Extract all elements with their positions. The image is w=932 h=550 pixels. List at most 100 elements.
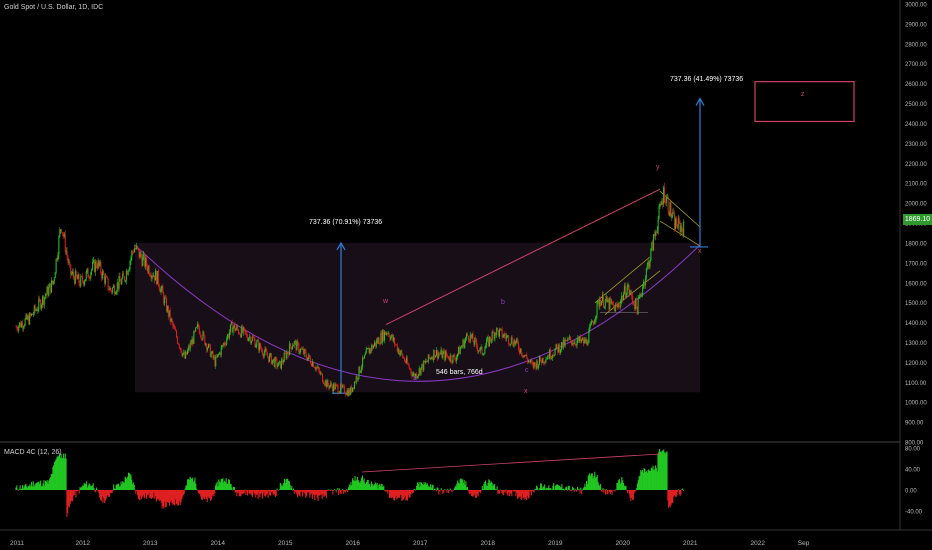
- macd-bar: [25, 483, 27, 490]
- price-tick-label: 1700.00: [905, 261, 927, 267]
- candle-body: [170, 318, 172, 322]
- candle-body: [427, 354, 429, 362]
- macd-bar: [668, 490, 670, 509]
- candle-body: [242, 327, 244, 333]
- candle-body: [552, 354, 554, 356]
- macd-bar: [318, 490, 320, 496]
- candle: [596, 301, 598, 319]
- candle-body: [364, 353, 366, 356]
- time-tick-label: 2015: [278, 540, 293, 547]
- candle: [289, 340, 291, 356]
- macd-bar: [536, 486, 538, 490]
- macd-bar: [485, 485, 487, 490]
- candle: [666, 193, 668, 199]
- macd-bar: [72, 490, 74, 502]
- macd-bar: [641, 470, 643, 490]
- macd-bar: [361, 477, 363, 490]
- macd-bar: [190, 478, 192, 490]
- price-tick-label: 1100.00: [905, 381, 927, 387]
- candle: [179, 347, 181, 351]
- macd-bar: [441, 490, 443, 491]
- candle-body: [467, 336, 469, 340]
- macd-bar: [239, 490, 241, 497]
- macd-bar: [349, 485, 351, 490]
- candle-body: [336, 384, 338, 386]
- macd-bar: [267, 490, 269, 498]
- candle: [623, 291, 624, 301]
- candle: [207, 346, 209, 353]
- candle-body: [417, 374, 419, 377]
- candle-body: [560, 342, 562, 350]
- macd-bar: [676, 490, 678, 496]
- macd-bar: [573, 490, 575, 492]
- candle: [654, 229, 656, 241]
- candle: [503, 333, 505, 338]
- candle: [264, 346, 266, 356]
- candle: [511, 335, 513, 345]
- macd-bar: [101, 490, 103, 497]
- candle: [539, 356, 541, 362]
- candle: [200, 334, 202, 341]
- macd-bar: [655, 467, 657, 490]
- macd-bar: [168, 490, 171, 506]
- macd-bar: [524, 490, 526, 498]
- candle: [677, 214, 679, 231]
- macd-bar: [182, 490, 185, 495]
- candle-body: [17, 329, 19, 331]
- candle: [456, 354, 458, 364]
- candle: [43, 297, 45, 309]
- time-tick-label: 2017: [413, 540, 428, 547]
- candle: [33, 304, 35, 316]
- candle-body: [674, 218, 676, 230]
- macd-bar: [160, 490, 162, 503]
- macd-bar: [468, 490, 470, 494]
- macd-bar: [313, 490, 315, 495]
- macd-bar: [189, 476, 191, 490]
- candle-body: [80, 276, 82, 287]
- candle: [378, 336, 380, 345]
- candle-body: [228, 332, 230, 338]
- candle: [328, 383, 330, 391]
- macd-bar: [315, 490, 318, 495]
- candle: [612, 301, 614, 306]
- candle: [146, 263, 148, 274]
- macd-bar: [201, 490, 203, 500]
- candle: [22, 325, 24, 332]
- macd-bar: [622, 483, 625, 490]
- candle: [267, 352, 269, 359]
- macd-bar: [494, 484, 496, 490]
- macd-bar: [526, 490, 528, 496]
- candle-body: [304, 349, 306, 352]
- candle-body: [150, 275, 152, 279]
- macd-bar: [106, 490, 108, 496]
- price-tick-label: 2700.00: [905, 62, 927, 68]
- candle-body: [463, 340, 465, 348]
- macd-bar: [600, 490, 602, 491]
- candle: [353, 387, 354, 392]
- candle: [41, 303, 43, 312]
- macd-bar: [373, 484, 375, 490]
- macd-bar: [260, 490, 262, 495]
- macd-bar: [446, 490, 448, 493]
- candle-body: [551, 354, 553, 359]
- candle: [495, 332, 497, 336]
- candle-body: [33, 305, 35, 315]
- candle: [435, 355, 437, 358]
- candle: [58, 235, 60, 259]
- macd-bar: [268, 490, 270, 491]
- macd-bar: [366, 479, 368, 490]
- candle: [314, 365, 316, 371]
- macd-bar: [653, 470, 655, 490]
- candle-body: [425, 360, 427, 363]
- candle-body: [435, 355, 437, 358]
- macd-bar: [100, 490, 102, 502]
- candle-body: [353, 381, 355, 389]
- macd-bar: [22, 485, 24, 490]
- price-tick-label: 2200.00: [905, 162, 927, 168]
- candle: [83, 279, 85, 287]
- candle: [129, 259, 131, 272]
- macd-bar: [439, 490, 441, 492]
- macd-bar: [458, 483, 460, 490]
- candle: [327, 379, 329, 387]
